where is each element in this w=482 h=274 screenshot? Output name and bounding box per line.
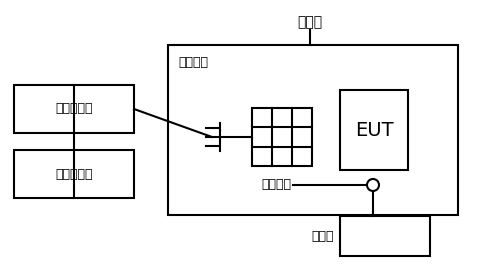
Text: EUT: EUT xyxy=(355,121,393,139)
Bar xyxy=(340,90,408,170)
Circle shape xyxy=(367,179,379,191)
Text: 功率放大器: 功率放大器 xyxy=(55,102,93,116)
Text: 发射天线: 发射天线 xyxy=(178,56,208,70)
Bar xyxy=(252,108,312,166)
Bar xyxy=(340,216,430,256)
Text: 场强探头: 场强探头 xyxy=(261,178,291,192)
Text: 功率计: 功率计 xyxy=(311,230,334,242)
Bar xyxy=(14,85,134,133)
Bar xyxy=(168,45,458,215)
Bar xyxy=(14,150,134,198)
Text: 信号发生器: 信号发生器 xyxy=(55,167,93,181)
Text: 吸波体: 吸波体 xyxy=(297,15,322,29)
